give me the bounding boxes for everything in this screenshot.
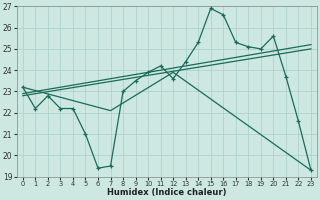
- X-axis label: Humidex (Indice chaleur): Humidex (Indice chaleur): [107, 188, 227, 197]
